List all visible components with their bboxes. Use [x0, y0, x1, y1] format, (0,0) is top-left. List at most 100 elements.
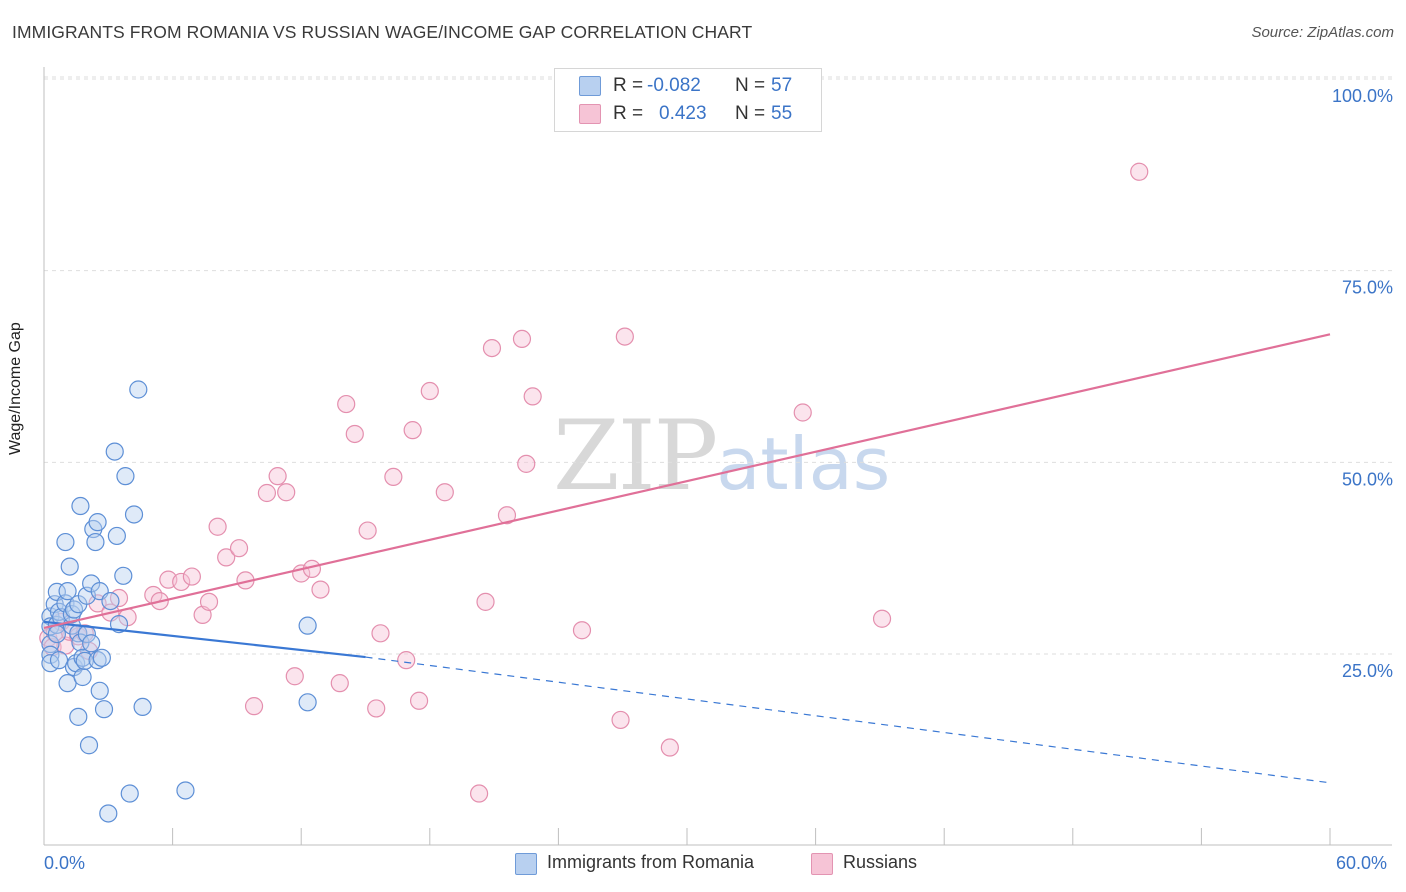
romania-point: [124, 505, 144, 524]
bottom-legend-swatch-pink: [811, 853, 833, 875]
russians-point: [311, 580, 330, 599]
y-tick-label: 75.0%: [1342, 278, 1393, 298]
russians-trend-line: [43, 333, 1331, 630]
russians-point: [208, 517, 227, 536]
x-axis-min-label: 0.0%: [44, 853, 86, 873]
bottom-legend-label: Immigrants from Romania: [547, 852, 755, 872]
legend-r-label: R =: [613, 75, 644, 96]
russians-point: [512, 329, 532, 348]
legend-swatch-pink: [579, 104, 601, 124]
source-label: Source: ZipAtlas.com: [1251, 24, 1394, 41]
russians-point: [435, 483, 454, 502]
russians-point: [793, 403, 812, 422]
russians-point: [367, 699, 386, 718]
bottom-legend-label: Russians: [843, 852, 918, 872]
romania-point: [71, 496, 90, 516]
russians-point: [420, 381, 439, 401]
russians-point: [523, 387, 542, 406]
russians-point: [371, 624, 390, 643]
russians-point: [172, 572, 191, 592]
romania-point: [73, 648, 92, 667]
russians-point: [611, 710, 630, 730]
russians-point: [330, 674, 349, 693]
trend-lines: [43, 333, 1331, 784]
romania-point: [88, 513, 107, 532]
russians-point: [872, 609, 892, 628]
russians-point: [268, 467, 287, 486]
romania-point: [75, 651, 94, 671]
romania-point: [94, 700, 114, 719]
russians-point: [182, 567, 201, 586]
legend-n-label: N =: [735, 103, 766, 124]
romania-point: [60, 557, 79, 576]
russians-point: [469, 784, 489, 803]
russians-point: [397, 651, 416, 670]
russians-point: [217, 548, 236, 567]
romania-point: [298, 693, 317, 712]
romania-point: [47, 624, 66, 644]
romania-trend-extension: [365, 656, 1331, 784]
y-tick-labels: 25.0% 50.0% 75.0% 100.0%: [1332, 86, 1393, 681]
russians-point: [615, 327, 634, 346]
romania-point: [58, 582, 77, 601]
legend-n-value: 57: [771, 75, 793, 96]
romania-point: [107, 526, 126, 546]
romania-point: [90, 681, 109, 700]
russians-point: [277, 483, 296, 502]
romania-point: [114, 566, 133, 585]
russians-point: [199, 592, 219, 611]
russians-point: [285, 667, 304, 686]
russians-point: [409, 691, 429, 710]
russians-point: [660, 738, 679, 757]
russians-points: [39, 162, 1149, 803]
russians-point: [517, 454, 536, 473]
russians-point: [384, 467, 403, 486]
romania-point: [133, 697, 152, 717]
watermark-atlas: atlas: [716, 422, 891, 506]
romania-point: [41, 634, 60, 654]
romania-point: [176, 781, 195, 800]
russians-point: [482, 339, 502, 358]
romania-point: [116, 467, 135, 486]
bottom-legend-swatch-blue: [515, 853, 537, 875]
axes: [43, 67, 1392, 846]
romania-trend-line: [43, 620, 366, 659]
russians-point: [403, 421, 422, 440]
russians-point: [572, 621, 592, 640]
russians-point: [358, 521, 377, 540]
romania-point: [86, 532, 105, 552]
romania-point: [105, 442, 124, 461]
russians-point: [476, 592, 495, 611]
romania-point: [92, 648, 111, 667]
russians-point: [257, 483, 277, 503]
romania-points: [41, 380, 317, 823]
romania-point: [49, 651, 69, 670]
legend-n-label: N =: [735, 75, 766, 96]
russians-point: [244, 697, 264, 716]
y-tick-label: 50.0%: [1342, 469, 1393, 489]
x-axis-max-label: 60.0%: [1336, 853, 1388, 873]
y-tick-label: 25.0%: [1342, 661, 1393, 681]
stats-legend: R = -0.082 N = 57 R = 0.423 N = 55: [554, 68, 822, 132]
russians-point: [345, 424, 364, 444]
romania-point: [82, 634, 101, 653]
romania-point: [69, 707, 88, 726]
legend-r-value: -0.082: [647, 75, 701, 96]
russians-point: [229, 539, 249, 558]
romania-point: [73, 667, 92, 687]
romania-point: [129, 380, 148, 399]
russians-point: [1130, 162, 1149, 181]
legend-n-value: 55: [771, 103, 793, 124]
romania-point: [79, 736, 99, 755]
russians-point: [497, 506, 517, 525]
legend-swatch-blue: [579, 76, 601, 96]
romania-point: [99, 804, 118, 823]
romania-point: [109, 614, 129, 634]
legend-r-label: R =: [613, 103, 644, 124]
y-axis-label: Wage/Income Gap: [7, 322, 24, 455]
romania-point: [120, 784, 139, 803]
romania-point: [298, 616, 317, 635]
romania-point: [56, 532, 75, 552]
romania-point: [101, 591, 120, 611]
